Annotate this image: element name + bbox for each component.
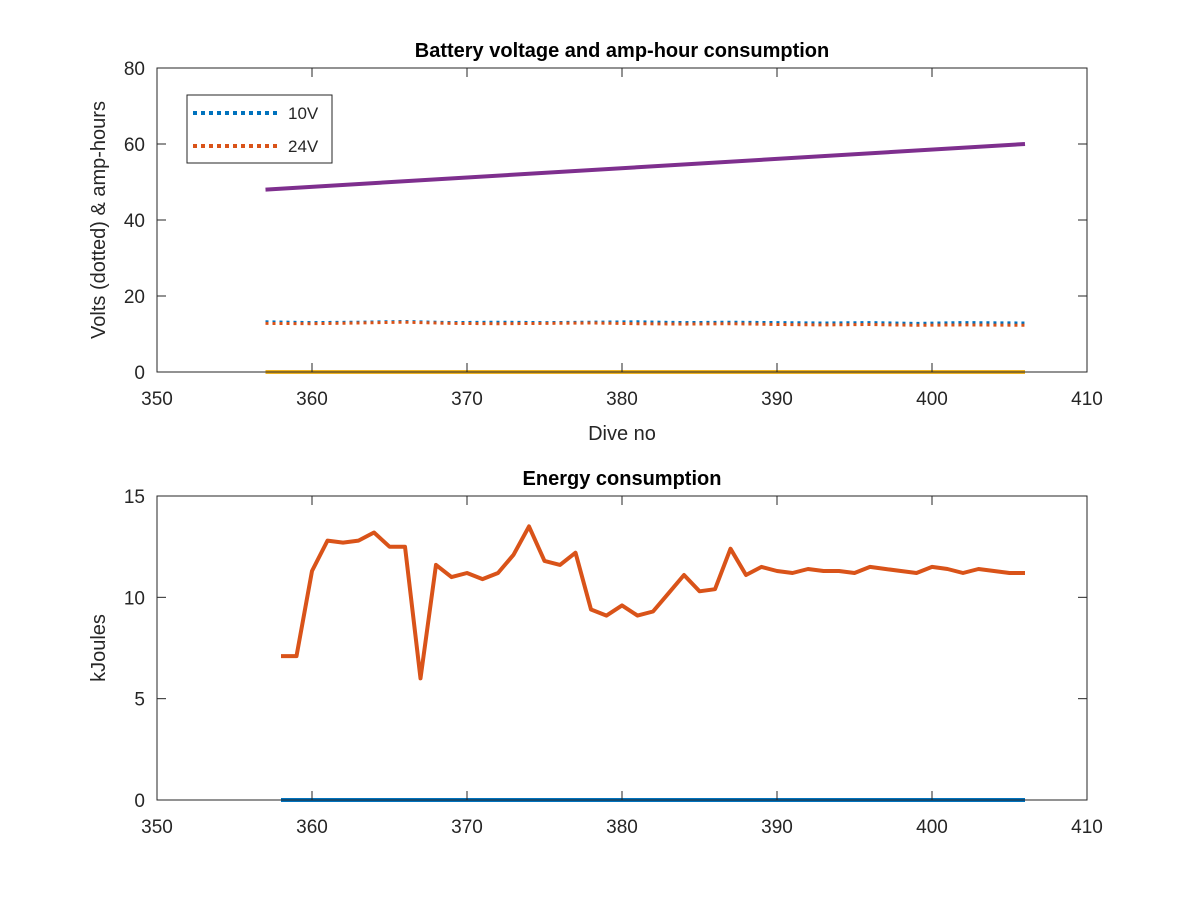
x-tick-label: 360	[296, 817, 328, 838]
y-axis-label: kJoules	[88, 614, 110, 682]
y-tick-label: 5	[134, 690, 145, 711]
x-axis-ticks: 350 360 370 380 390 400 410	[141, 68, 1103, 410]
y-tick-label: 15	[124, 487, 145, 508]
x-axis-label: Dive no	[588, 423, 656, 445]
y-axis-ticks: 0 5 10 15	[124, 487, 1087, 812]
series-line-1	[281, 524, 1025, 681]
x-tick-label: 400	[916, 817, 948, 838]
subplot-battery: 350 360 370 380 390 400 410 0 20 40 60 80 Battery …	[88, 40, 1103, 445]
y-tick-label: 40	[124, 211, 145, 232]
x-tick-label: 400	[916, 389, 948, 410]
legend-box	[186, 94, 333, 164]
x-tick-label: 370	[451, 817, 483, 838]
x-tick-label: 390	[761, 389, 793, 410]
legend: 10V 24V	[186, 94, 333, 164]
series-line-24v	[265, 320, 1026, 327]
y-axis-label: Volts (dotted) & amp-hours	[88, 101, 110, 339]
y-tick-label: 0	[134, 791, 145, 812]
legend-label-24v: 24V	[288, 137, 319, 156]
plot-area	[157, 496, 1087, 800]
y-tick-label: 80	[124, 59, 145, 80]
x-tick-label: 410	[1071, 817, 1103, 838]
legend-label-10v: 10V	[288, 104, 319, 123]
x-tick-label: 350	[141, 817, 173, 838]
y-tick-label: 0	[134, 363, 145, 384]
y-tick-label: 60	[124, 135, 145, 156]
series-line-4	[265, 142, 1026, 192]
x-tick-label: 370	[451, 389, 483, 410]
x-tick-label: 410	[1071, 389, 1103, 410]
chart-title: Energy consumption	[523, 468, 722, 490]
series-line-10v	[265, 320, 1026, 325]
x-tick-label: 390	[761, 817, 793, 838]
x-tick-label: 380	[606, 389, 638, 410]
x-tick-label: 360	[296, 389, 328, 410]
y-tick-label: 20	[124, 287, 145, 308]
chart-title: Battery voltage and amp-hour consumption	[415, 40, 829, 62]
subplot-energy: 350 360 370 380 390 400 410 0 5 10 15 Energy cons…	[88, 468, 1103, 838]
x-axis-ticks: 350 360 370 380 390 400 410	[141, 496, 1103, 838]
x-tick-label: 380	[606, 817, 638, 838]
y-tick-label: 10	[124, 588, 145, 609]
y-axis-ticks: 0 20 40 60 80	[124, 59, 1087, 384]
x-tick-label: 350	[141, 389, 173, 410]
